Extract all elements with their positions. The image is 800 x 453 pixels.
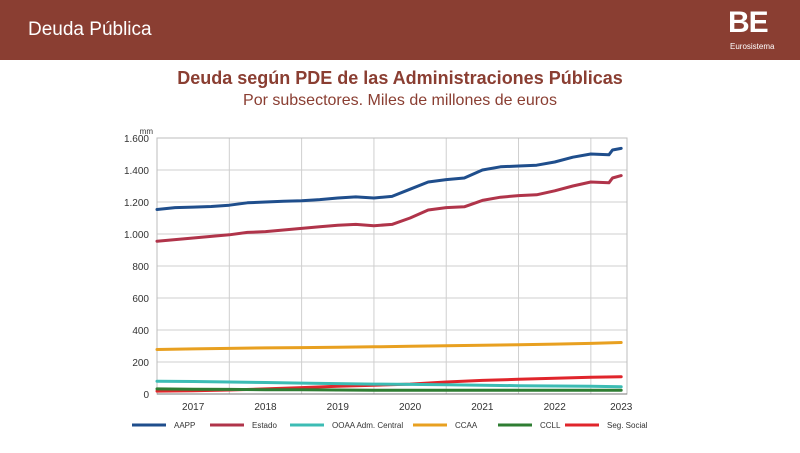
chart-title: Deuda según PDE de las Administraciones …: [177, 68, 623, 88]
x-tick-label: 2020: [399, 402, 422, 413]
legend-label: Estado: [252, 421, 277, 430]
series-line-estado: [155, 174, 623, 243]
series-line-ccaa: [155, 341, 623, 351]
banco-espana-logo: BE Eurosistema: [728, 8, 788, 54]
y-tick-label: 0: [143, 390, 149, 401]
series-line-aapp: [155, 146, 623, 211]
y-tick-label: 400: [132, 326, 149, 337]
y-tick-label: 1.600: [124, 134, 149, 145]
y-tick-label: 1.200: [124, 198, 149, 209]
x-tick-label: 2021: [471, 402, 494, 413]
page-title: Deuda Pública: [28, 19, 152, 40]
legend-label: CCAA: [455, 421, 478, 430]
logo-mark: BE: [728, 6, 769, 39]
y-tick-label: 800: [132, 262, 149, 273]
header-bar: Deuda Pública BE Eurosistema: [0, 0, 800, 60]
x-tick-label: 2017: [182, 402, 205, 413]
x-tick-label: 2023: [610, 402, 633, 413]
y-tick-label: 200: [132, 358, 149, 369]
chart-subtitle: Por subsectores. Miles de millones de eu…: [243, 92, 557, 109]
x-tick-label: 2022: [544, 402, 567, 413]
x-tick-label: 2018: [254, 402, 277, 413]
y-axis-unit: mm: [140, 127, 154, 136]
legend-label: AAPP: [174, 421, 195, 430]
series-line-ooaa-adm-central: [155, 379, 623, 389]
y-tick-label: 1.000: [124, 230, 149, 241]
x-tick-label: 2019: [327, 402, 350, 413]
logo-subtitle: Eurosistema: [730, 42, 775, 51]
y-tick-label: 1.400: [124, 166, 149, 177]
legend-label: Seg. Social: [607, 421, 648, 430]
legend-label: CCLL: [540, 421, 561, 430]
series-line-ccll: [155, 387, 623, 392]
y-tick-label: 600: [132, 294, 149, 305]
legend-label: OOAA Adm. Central: [332, 421, 403, 430]
